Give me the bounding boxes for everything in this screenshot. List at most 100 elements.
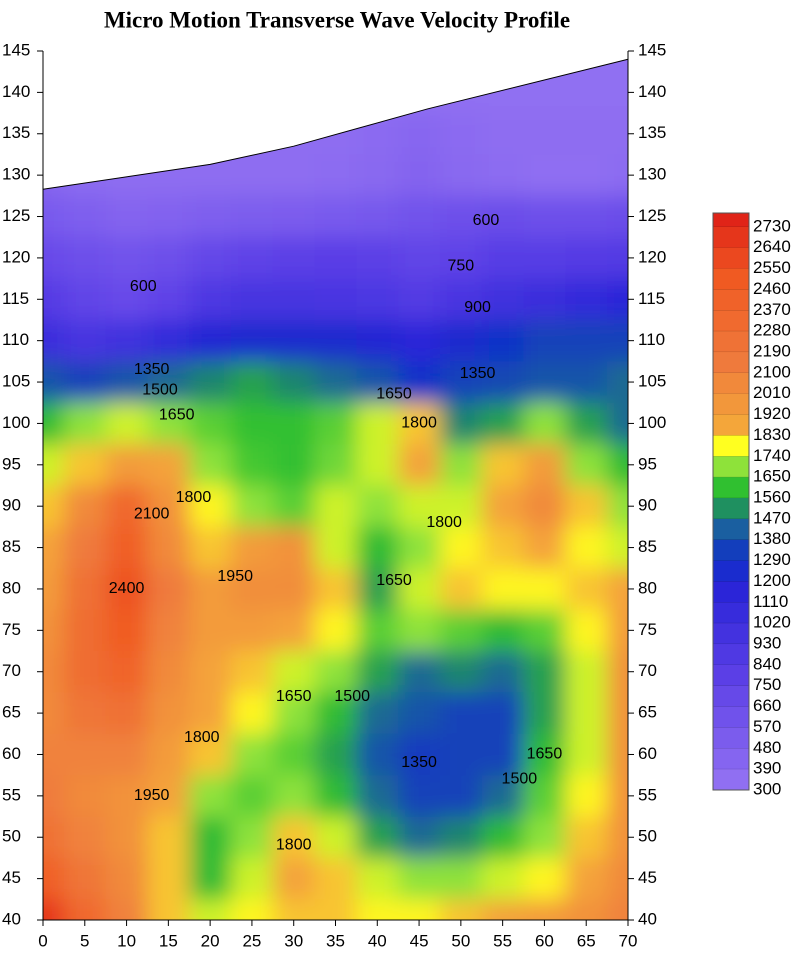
cell: [147, 278, 191, 321]
contour-label: 1500: [142, 382, 178, 399]
cell: [523, 899, 567, 921]
contour-label: 1350: [460, 365, 496, 382]
y-tick-label: 125: [2, 206, 30, 225]
x-tick-label: 65: [577, 931, 596, 950]
cell: [231, 402, 274, 446]
cell: [105, 361, 149, 404]
y-tick-label: 130: [2, 165, 30, 184]
y-tick-label: 55: [2, 785, 21, 804]
cell: [189, 402, 233, 446]
cell: [272, 361, 316, 404]
cell: [231, 609, 274, 653]
y-tick-label: 80: [638, 578, 657, 597]
colorbar-band: [713, 456, 749, 478]
cell: [356, 651, 400, 694]
top-boundary: [42, 58, 629, 190]
y-tick-label: 120: [638, 247, 666, 266]
cell: [607, 237, 628, 280]
cell: [272, 609, 316, 653]
contour-label: 1650: [527, 746, 563, 763]
cell: [439, 485, 483, 528]
cell: [356, 609, 400, 653]
cell: [398, 609, 441, 653]
cell: [481, 278, 525, 321]
cell: [398, 775, 441, 818]
cell: [105, 651, 149, 694]
cell: [43, 651, 65, 694]
colorbar-band: [713, 352, 749, 374]
cell: [481, 526, 525, 570]
cell: [398, 319, 441, 363]
cell: [147, 816, 191, 859]
cell: [356, 402, 400, 446]
cell: [565, 402, 609, 446]
contour-label: 1500: [502, 771, 538, 788]
contour-label: 1800: [276, 837, 312, 854]
colorbar-band: [713, 226, 749, 249]
y-tick-label: 120: [2, 247, 30, 266]
colorbar-label: 2730: [753, 216, 791, 235]
cell: [189, 485, 233, 528]
colorbar-label: 300: [753, 779, 781, 798]
cell: [607, 733, 628, 777]
cell: [105, 568, 149, 611]
y-tick-label: 80: [2, 578, 21, 597]
cell: [314, 154, 358, 197]
contour-label: 1650: [376, 572, 412, 589]
cell: [63, 609, 107, 653]
cell: [43, 444, 65, 487]
cell: [523, 692, 567, 735]
cell: [63, 361, 107, 404]
cell: [439, 113, 483, 156]
cell: [272, 651, 316, 694]
cell: [398, 857, 441, 901]
cell: [231, 733, 274, 777]
cell: [147, 113, 191, 156]
cell: [565, 899, 609, 921]
colorbar-band: [713, 213, 749, 228]
cell: [147, 444, 191, 487]
cell: [565, 154, 609, 197]
cell: [189, 113, 233, 156]
cell: [43, 278, 65, 321]
cell: [272, 816, 316, 859]
cell: [565, 113, 609, 156]
y-tick-label: 145: [638, 40, 666, 59]
cell: [523, 857, 567, 901]
cell: [63, 278, 107, 321]
cell: [439, 733, 483, 777]
cell: [398, 526, 441, 570]
colorbar-label: 390: [753, 759, 781, 778]
cell: [43, 319, 65, 363]
cell: [105, 733, 149, 777]
cell: [147, 402, 191, 446]
cell: [523, 113, 567, 156]
cell: [189, 361, 233, 404]
y-tick-label: 85: [2, 537, 21, 556]
y-tick-label: 105: [2, 372, 30, 391]
cell: [63, 59, 107, 115]
cell: [43, 775, 65, 818]
cell: [105, 237, 149, 280]
cell: [356, 816, 400, 859]
y-tick-label: 45: [638, 868, 657, 887]
cell: [63, 154, 107, 197]
cell: [565, 857, 609, 901]
cell: [272, 733, 316, 777]
x-tick-label: 40: [368, 931, 387, 950]
colorbar-label: 1740: [753, 446, 791, 465]
colorbar-band: [713, 331, 749, 353]
y-tick-label: 105: [638, 372, 666, 391]
cell: [272, 154, 316, 197]
contour-label: 2100: [134, 506, 170, 523]
x-tick-label: 0: [38, 931, 47, 950]
colorbar-frame: [712, 212, 750, 791]
cell: [231, 775, 274, 818]
cell: [607, 444, 628, 487]
cell: [356, 195, 400, 239]
colorbar-label: 2550: [753, 258, 791, 277]
cell: [481, 361, 525, 404]
cell: [314, 899, 358, 921]
cell: [398, 113, 441, 156]
cell: [147, 609, 191, 653]
